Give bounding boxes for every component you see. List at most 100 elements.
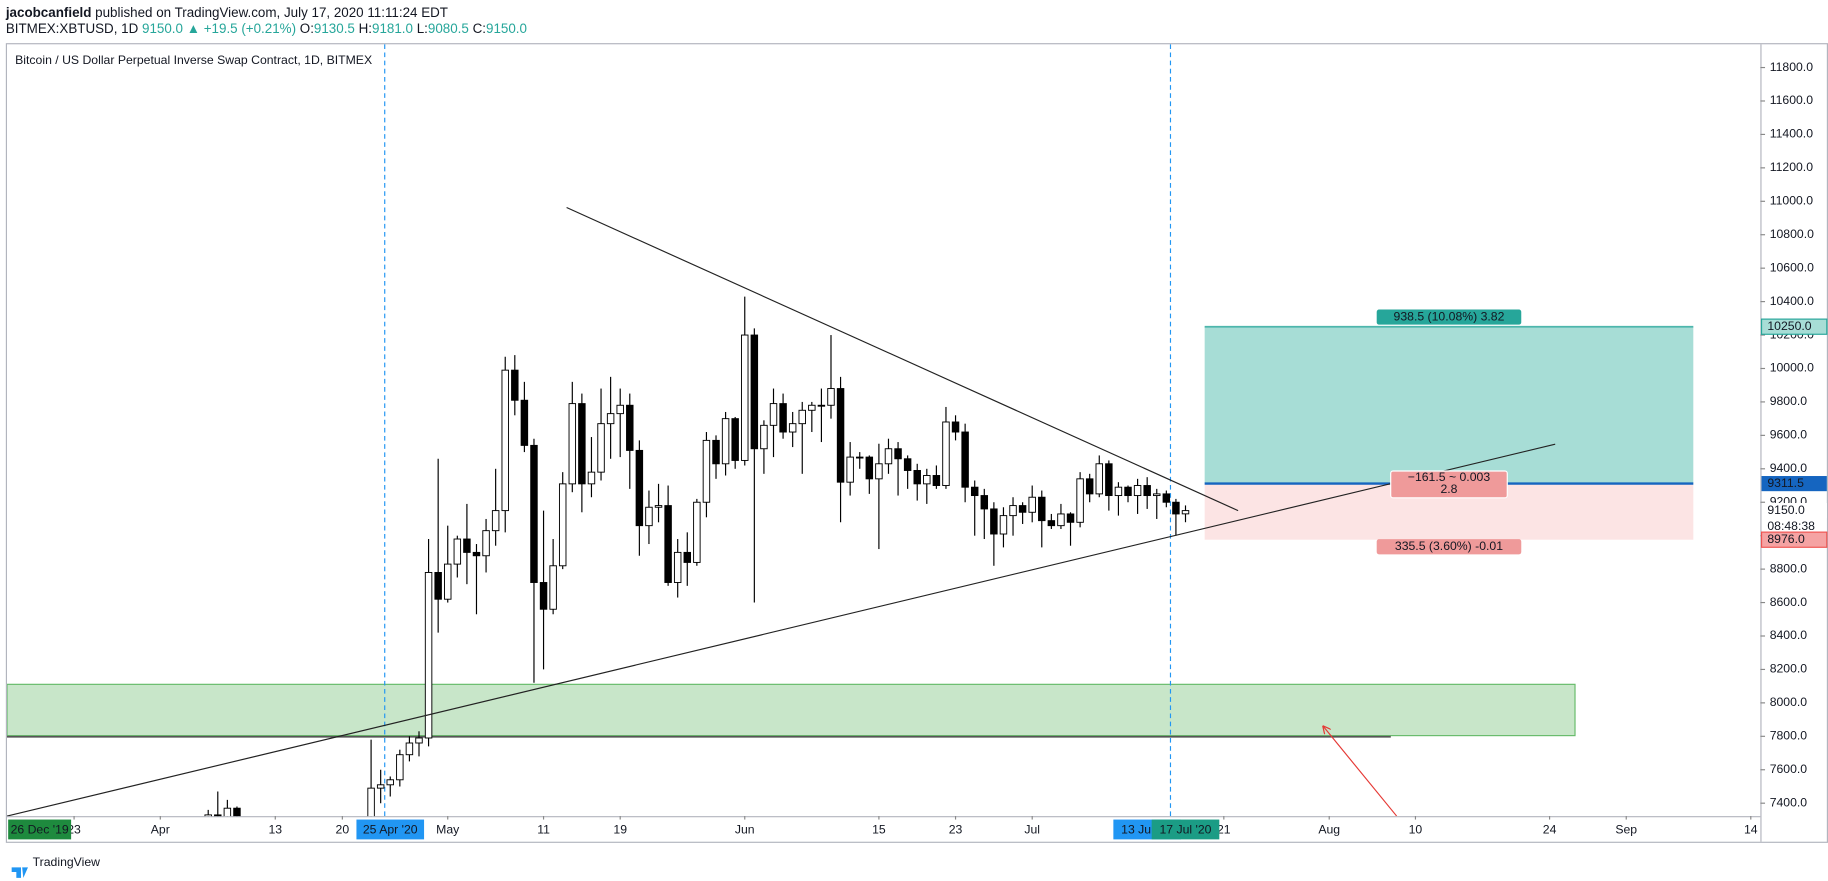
x-tick-label: 21 (1217, 822, 1231, 836)
x-tick-label: 19 (613, 822, 627, 836)
candle-body (530, 444, 538, 583)
candle-body (1066, 513, 1075, 523)
price-label: 9150.0 (1767, 503, 1805, 517)
candle-body (817, 404, 826, 407)
candle-body (673, 551, 682, 583)
candle-body (999, 515, 1008, 535)
y-tick-label: 8400.0 (1770, 628, 1808, 642)
price-label-box (1760, 318, 1828, 335)
candle-body (846, 456, 854, 483)
candle-body (635, 449, 644, 527)
candle-body (731, 418, 739, 461)
x-tick-label: Apr (151, 822, 170, 836)
x-marker-box (356, 819, 425, 840)
candle-body (405, 742, 414, 756)
c-label: C: (473, 21, 486, 36)
stop-label-box (1376, 539, 1522, 555)
y-tick-label: 8200.0 (1770, 662, 1808, 676)
candle-body (990, 508, 998, 535)
x-tick-label: 24 (1543, 822, 1557, 836)
candle-body (386, 779, 394, 786)
candle-body (463, 538, 471, 553)
y-tick-label: 7600.0 (1770, 762, 1808, 776)
y-tick-label: 10000.0 (1770, 361, 1814, 375)
change: +19.5 (+0.21%) (204, 21, 296, 36)
y-tick-label: 7800.0 (1770, 729, 1808, 743)
y-tick-label: 8600.0 (1770, 595, 1808, 609)
candle-body (693, 501, 701, 563)
candle-body (741, 334, 749, 461)
candle-body (961, 431, 969, 488)
symbol: BITMEX:XBTUSD, 1D (6, 21, 139, 36)
candle-body (1009, 505, 1017, 517)
y-tick-label: 9600.0 (1770, 428, 1808, 442)
header-line: BITMEX:XBTUSD, 1D 9150.0 ▲ +19.5 (+0.21%… (6, 21, 527, 36)
y-tick-label: 10800.0 (1770, 227, 1814, 241)
logo-icon (11, 867, 28, 878)
x-tick-label: Jun (735, 822, 755, 836)
candle-body (788, 423, 797, 433)
candle-body (415, 737, 423, 744)
x-tick-label: Jul (1024, 822, 1040, 836)
x-tick-label: 20 (336, 822, 350, 836)
arrow (1323, 726, 1398, 817)
x-tick-label: Aug (1318, 822, 1340, 836)
candle-body (606, 413, 615, 425)
candle-body (683, 551, 692, 563)
y-tick-label: 11400.0 (1770, 127, 1814, 141)
y-tick-label: 11000.0 (1770, 194, 1814, 208)
l-label: L: (417, 21, 428, 36)
price-label-box (1760, 531, 1828, 548)
target-label-box (1376, 309, 1522, 325)
x-tick-label: 23 (949, 822, 963, 836)
ratio-label: 2.8 (1440, 482, 1457, 496)
candle-body (491, 510, 500, 532)
l: 9080.5 (428, 21, 469, 36)
frame (5, 43, 1828, 843)
candle-body (654, 505, 663, 508)
candle-body (520, 399, 529, 446)
c: 9150.0 (486, 21, 527, 36)
o: 9130.5 (314, 21, 355, 36)
x-marker-label: 17 Jul '20 (1159, 822, 1211, 836)
candle-body (827, 388, 835, 406)
candle-body (1153, 493, 1161, 497)
price-label-box (1761, 476, 1827, 492)
candle-body (980, 495, 989, 510)
y-tick-label: 11600.0 (1770, 93, 1814, 107)
candle-body (424, 571, 433, 739)
open-label: −161.5 ~ 0.003 (1408, 470, 1491, 484)
candle-body (1114, 486, 1123, 497)
candle-body (721, 418, 730, 465)
candle-body (1095, 463, 1103, 495)
candle-body (798, 409, 806, 425)
last: 9150.0 (142, 21, 183, 36)
candle-body (214, 814, 222, 817)
candle-body (1133, 485, 1142, 497)
y-tick-label: 11800.0 (1770, 60, 1814, 74)
trend-line (566, 206, 1239, 512)
candle-body (1047, 520, 1056, 527)
candle-body (1018, 505, 1027, 513)
candle-body (501, 369, 509, 512)
x-marker-box (1151, 819, 1220, 840)
logo (11, 867, 28, 878)
h-label: H: (359, 21, 372, 36)
candle-body (1124, 486, 1132, 497)
published: published on TradingView.com, July 17, 2… (95, 4, 448, 19)
x-tick-label: 11 (537, 822, 550, 836)
candle-body (396, 754, 404, 781)
chart-title: Bitcoin / US Dollar Perpetual Inverse Sw… (15, 53, 372, 67)
price-label: 9311.5 (1767, 476, 1804, 490)
candle-body (970, 486, 979, 497)
candle-body (558, 483, 567, 567)
candle-body (903, 458, 912, 471)
candle-body (702, 439, 711, 503)
candle-body (951, 421, 960, 433)
x-tick-label: 10 (1409, 822, 1423, 836)
candle-body (1172, 501, 1180, 515)
countdown: 08:48:38 (1767, 519, 1815, 533)
candle-body (1028, 496, 1036, 513)
candle-body (626, 404, 634, 451)
